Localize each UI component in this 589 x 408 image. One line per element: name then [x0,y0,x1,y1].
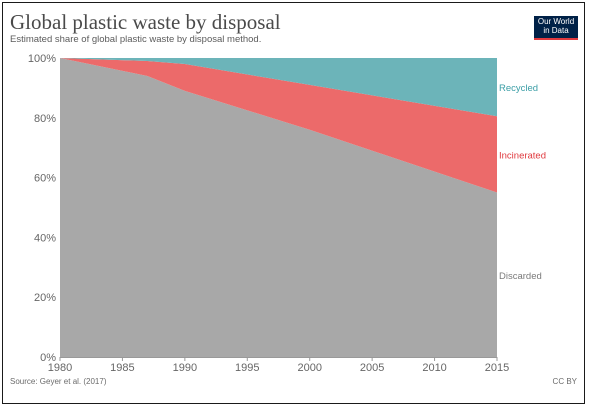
area-incinerated[interactable] [60,58,497,193]
series-label-incinerated: Incinerated [499,150,546,161]
x-tick-label: 2000 [297,362,321,374]
y-tick-label: 40% [34,232,56,244]
x-tick-label: 2015 [485,362,509,374]
chart-subtitle: Estimated share of global plastic waste … [10,34,262,45]
x-tick-label: 1985 [110,362,134,374]
y-tick-label: 80% [34,113,56,125]
series-label-recycled: Recycled [499,83,538,94]
x-tick-label: 1990 [173,362,197,374]
x-tick-label: 1980 [48,362,72,374]
area-discarded[interactable] [60,58,497,357]
y-tick-label: 0% [40,352,56,364]
area-layer [60,58,497,357]
series-label-discarded: Discarded [499,271,542,282]
series-label-layer: Discarded Incinerated Recycled [499,83,546,282]
logo-line-1: Our World [537,17,575,26]
chart-title: Global plastic waste by disposal [10,10,281,34]
y-tick-label: 60% [34,173,56,185]
x-tick-label: 2005 [360,362,384,374]
x-tick-label: 2010 [422,362,446,374]
our-world-in-data-logo[interactable]: Our World in Data [534,16,578,40]
y-tick-label: 100% [28,53,56,65]
axis-layer: 0% 20% 40% 60% 80% 100% 1980 1985 1990 1995 2000 20… [28,53,509,374]
y-tick-label: 20% [34,292,56,304]
logo-line-2: in Data [543,25,569,35]
license-note[interactable]: CC BY [552,377,577,386]
area-recycled[interactable] [60,58,497,117]
x-tick-label: 1995 [235,362,259,374]
source-note[interactable]: Source: Geyer et al. (2017) [10,377,107,386]
